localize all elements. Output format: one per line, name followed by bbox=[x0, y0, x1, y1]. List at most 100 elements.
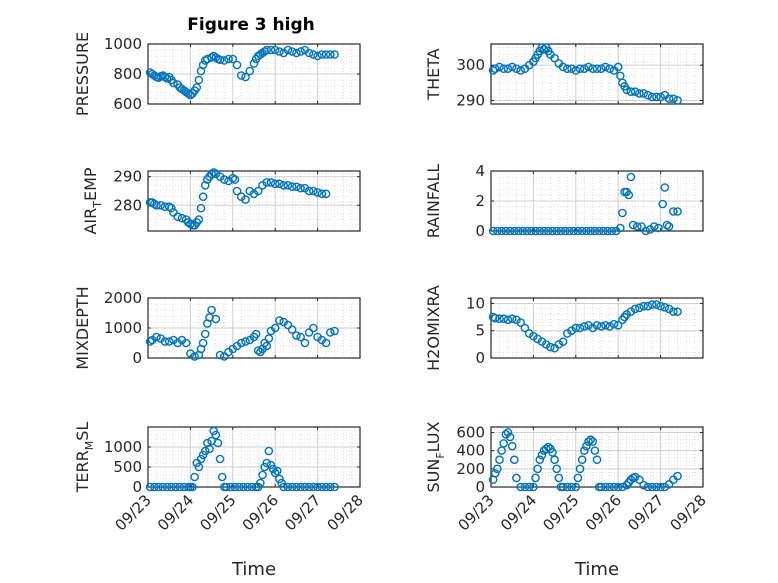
data-point bbox=[601, 320, 610, 330]
data-point bbox=[594, 226, 604, 236]
y-tick-label: 200 bbox=[456, 460, 485, 478]
data-point bbox=[524, 482, 534, 492]
data-point bbox=[247, 482, 257, 492]
data-point bbox=[510, 455, 519, 465]
y-tick-label: 0 bbox=[132, 478, 142, 496]
data-point bbox=[167, 203, 176, 213]
data-point bbox=[262, 178, 272, 187]
data-point bbox=[590, 226, 600, 236]
data-point bbox=[292, 482, 301, 492]
data-point bbox=[664, 222, 674, 231]
data-point bbox=[162, 482, 172, 492]
y-axis-label-sub: F bbox=[434, 452, 447, 458]
data-point bbox=[205, 444, 214, 454]
data-point bbox=[200, 329, 210, 339]
axes-2: 290 300 THETA bbox=[424, 43, 704, 109]
y-tick-label: 1000 bbox=[104, 35, 142, 53]
data-point bbox=[249, 59, 259, 68]
y-tick-label: 0 bbox=[132, 349, 142, 367]
y-axis-label-main: THETA bbox=[424, 48, 443, 100]
data-point bbox=[573, 473, 583, 483]
y-axis-label: MIXDEPTH bbox=[73, 286, 92, 369]
data-point bbox=[321, 189, 331, 199]
data-point bbox=[537, 337, 547, 346]
data-point bbox=[490, 313, 500, 323]
data-point bbox=[669, 207, 678, 216]
data-point bbox=[520, 482, 530, 492]
data-point bbox=[516, 66, 525, 75]
data-point bbox=[194, 215, 204, 224]
x-tick-label: 09/27 bbox=[281, 491, 324, 534]
data-point bbox=[505, 432, 515, 442]
x-axis-label: Time bbox=[574, 559, 619, 580]
data-point bbox=[588, 437, 598, 446]
data-point bbox=[630, 304, 640, 314]
data-point bbox=[207, 169, 216, 179]
data-point bbox=[543, 442, 553, 452]
figure-title: Figure 3 high bbox=[187, 15, 315, 35]
data-point bbox=[522, 226, 532, 236]
data-point bbox=[628, 220, 638, 230]
data-point bbox=[296, 183, 305, 193]
data-point bbox=[563, 64, 572, 74]
y-axis-label-main: PRESSURE bbox=[73, 32, 92, 116]
x-tick-label: 09/25 bbox=[196, 491, 239, 534]
data-point bbox=[198, 192, 208, 202]
data-point bbox=[211, 53, 221, 62]
data-point bbox=[552, 226, 562, 236]
y-axis-label-main: AIR bbox=[81, 208, 100, 235]
data-point bbox=[579, 64, 589, 74]
y-tick-label: 600 bbox=[113, 95, 142, 113]
y-tick-label: 1000 bbox=[104, 438, 142, 456]
axes-5: 0 1000 2000 MIXDEPTH bbox=[73, 286, 361, 370]
data-point bbox=[152, 200, 161, 210]
y-axis-label-main: TERR bbox=[73, 450, 92, 493]
data-point bbox=[270, 323, 280, 333]
data-point bbox=[546, 342, 555, 352]
data-point bbox=[211, 314, 221, 324]
data-point bbox=[232, 186, 242, 196]
data-point bbox=[512, 64, 521, 74]
data-point bbox=[321, 338, 331, 348]
data-point bbox=[270, 179, 280, 189]
data-point bbox=[550, 53, 559, 63]
y-tick-label: 2 bbox=[475, 192, 485, 210]
y-axis-label-tail: EMP bbox=[81, 167, 100, 201]
data-point bbox=[641, 226, 651, 236]
data-point bbox=[234, 482, 244, 492]
data-point bbox=[230, 482, 240, 492]
data-point bbox=[253, 186, 263, 196]
y-tick-label: 280 bbox=[113, 196, 142, 214]
data-point bbox=[181, 338, 191, 348]
data-point bbox=[507, 314, 517, 324]
data-point bbox=[512, 315, 521, 325]
data-point bbox=[194, 462, 204, 472]
data-point bbox=[656, 92, 665, 102]
data-point bbox=[639, 480, 648, 490]
data-point bbox=[211, 169, 221, 179]
y-tick-label: 4 bbox=[475, 162, 485, 180]
data-point bbox=[243, 482, 252, 492]
y-tick-label: 600 bbox=[456, 423, 485, 441]
data-point bbox=[592, 455, 602, 465]
data-point bbox=[550, 455, 559, 465]
data-point bbox=[326, 482, 335, 492]
data-point bbox=[505, 226, 515, 236]
data-point bbox=[660, 183, 670, 192]
data-point bbox=[541, 444, 551, 454]
data-point bbox=[207, 305, 216, 315]
data-point bbox=[275, 179, 284, 189]
data-point bbox=[609, 482, 619, 492]
data-point bbox=[241, 195, 250, 204]
y-axis-label-main: RAINFALL bbox=[424, 164, 443, 239]
data-point bbox=[596, 322, 606, 331]
data-point bbox=[304, 482, 314, 492]
data-point bbox=[579, 446, 589, 455]
axes-1: 600 800 1000 PRESSURE bbox=[73, 32, 361, 116]
data-point bbox=[647, 482, 657, 492]
y-axis-label-tail: SL bbox=[73, 422, 92, 441]
data-point bbox=[156, 200, 166, 210]
data-point bbox=[239, 482, 248, 492]
data-point bbox=[493, 226, 502, 236]
data-point bbox=[567, 326, 576, 336]
